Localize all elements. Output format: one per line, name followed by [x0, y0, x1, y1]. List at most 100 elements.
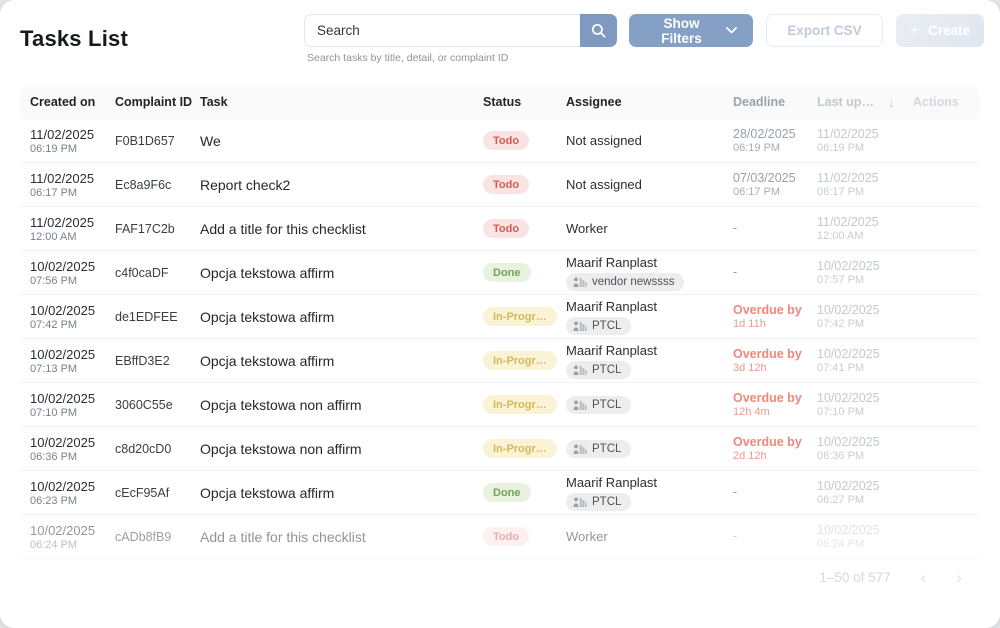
- pagination: 1–50 of 577 ‹ ›: [0, 569, 962, 586]
- table-row[interactable]: 11/02/2025 06:17 PM Ec8a9F6c Report chec…: [20, 163, 980, 207]
- deadline-cell: -: [733, 221, 738, 235]
- deadline-cell: Overdue by 3d 12h: [733, 347, 802, 374]
- table-header: Created on Complaint ID Task Status Assi…: [20, 85, 980, 119]
- assignee-name: Maarif Ranplast: [566, 254, 658, 270]
- organization-icon: [573, 276, 587, 288]
- organization-icon: [573, 443, 587, 455]
- status-cell: Done: [483, 483, 566, 502]
- created-on-cell: 10/02/2025 07:13 PM: [30, 346, 96, 375]
- assignee-cell: PTCL: [566, 395, 733, 414]
- table-body: 11/02/2025 06:19 PM F0B1D657 We Todo Not…: [20, 119, 980, 559]
- toolbar: Tasks List Search tasks by title, detail…: [0, 0, 1000, 78]
- deadline-cell: -: [733, 485, 738, 499]
- status-badge: Todo: [483, 527, 530, 546]
- last-updated-cell: 10/02/2025 06:27 PM: [817, 479, 880, 506]
- status-badge: Todo: [483, 175, 530, 194]
- col-task: Task: [200, 95, 228, 109]
- assignee-cell: Worker: [566, 221, 733, 236]
- search-button[interactable]: [580, 14, 617, 47]
- status-cell: Done: [483, 263, 566, 282]
- chevron-down-icon: [726, 27, 737, 34]
- status-cell: Todo: [483, 175, 566, 194]
- status-badge: Done: [483, 263, 531, 282]
- created-on-cell: 10/02/2025 07:10 PM: [30, 390, 96, 419]
- export-csv-button[interactable]: Export CSV: [766, 14, 883, 47]
- complaint-id-cell: c8d20cD0: [115, 441, 172, 456]
- sort-desc-icon: ↓: [887, 94, 895, 110]
- table-row[interactable]: 10/02/2025 06:23 PM cEcF95Af Opcja tekst…: [20, 471, 980, 515]
- table-row[interactable]: 10/02/2025 07:13 PM EBffD3E2 Opcja tekst…: [20, 339, 980, 383]
- chevron-left-icon[interactable]: ‹: [920, 568, 927, 587]
- assignee-org-pill: PTCL: [566, 316, 632, 335]
- assignee-cell: Maarif Ranplast PTCL: [566, 475, 733, 511]
- last-updated-cell: 11/02/2025 06:19 PM: [817, 127, 879, 154]
- assignee-org-pill: vendor newssss: [566, 272, 685, 291]
- complaint-id-cell: c4f0caDF: [115, 265, 169, 280]
- status-cell: In-Progr…: [483, 351, 566, 370]
- created-on-cell: 10/02/2025 06:36 PM: [30, 434, 96, 463]
- col-last-updated[interactable]: Last up… ↓: [817, 94, 895, 110]
- deadline-cell: -: [733, 265, 738, 279]
- assignee-tag-label: PTCL: [592, 495, 622, 508]
- assignee-name: Maarif Ranplast: [566, 298, 658, 314]
- search-input[interactable]: [304, 14, 580, 47]
- table-row[interactable]: 10/02/2025 07:42 PM de1EDFEE Opcja tekst…: [20, 295, 980, 339]
- status-badge: In-Progr…: [483, 439, 557, 458]
- assignee-tag-label: PTCL: [592, 398, 622, 411]
- table-row[interactable]: 11/02/2025 12:00 AM FAF17C2b Add a title…: [20, 207, 980, 251]
- assignee-name: Not assigned: [566, 177, 642, 192]
- created-on-cell: 10/02/2025 06:23 PM: [30, 478, 96, 507]
- assignee-name: Not assigned: [566, 133, 642, 148]
- plus-icon: +: [909, 21, 920, 39]
- search-group: Search tasks by title, detail, or compla…: [304, 14, 617, 64]
- table-row[interactable]: 10/02/2025 06:24 PM cADb8fB9 Add a title…: [20, 515, 980, 559]
- assignee-cell: PTCL: [566, 439, 733, 458]
- col-assignee: Assignee: [566, 95, 622, 109]
- complaint-id-cell: F0B1D657: [115, 133, 175, 148]
- last-updated-cell: 10/02/2025 07:42 PM: [817, 303, 880, 330]
- last-updated-cell: 10/02/2025 07:57 PM: [817, 259, 880, 286]
- status-badge: Todo: [483, 131, 530, 150]
- last-updated-cell: 11/02/2025 12:00 AM: [817, 215, 879, 242]
- complaint-id-cell: FAF17C2b: [115, 221, 175, 236]
- assignee-org-pill: PTCL: [566, 439, 632, 458]
- complaint-id-cell: EBffD3E2: [115, 353, 170, 368]
- last-updated-cell: 11/02/2025 06:17 PM: [817, 171, 879, 198]
- col-status: Status: [483, 95, 522, 109]
- show-filters-button[interactable]: Show Filters: [629, 14, 753, 47]
- task-cell: Add a title for this checklist: [200, 220, 366, 237]
- assignee-cell: Maarif Ranplast PTCL: [566, 299, 733, 335]
- table-row[interactable]: 10/02/2025 07:56 PM c4f0caDF Opcja tekst…: [20, 251, 980, 295]
- last-updated-cell: 10/02/2025 07:41 PM: [817, 347, 880, 374]
- complaint-id-cell: de1EDFEE: [115, 309, 178, 324]
- complaint-id-cell: cEcF95Af: [115, 485, 170, 500]
- assignee-name: Worker: [566, 221, 608, 236]
- task-cell: Opcja tekstowa non affirm: [200, 396, 362, 413]
- deadline-cell: Overdue by 12h 4m: [733, 391, 802, 418]
- col-created-on: Created on: [30, 95, 96, 109]
- status-badge: Done: [483, 483, 531, 502]
- task-cell: Opcja tekstowa affirm: [200, 484, 335, 501]
- status-badge: In-Progr…: [483, 307, 557, 326]
- chevron-right-icon[interactable]: ›: [956, 568, 962, 587]
- status-cell: In-Progr…: [483, 307, 566, 326]
- complaint-id-cell: Ec8a9F6c: [115, 177, 172, 192]
- deadline-cell: Overdue by 1d 11h: [733, 303, 802, 330]
- assignee-org-pill: PTCL: [566, 492, 632, 511]
- search-icon: [591, 23, 606, 38]
- complaint-id-cell: 3060C55e: [115, 397, 173, 412]
- deadline-cell: Overdue by 2d 12h: [733, 435, 802, 462]
- export-csv-label: Export CSV: [787, 23, 862, 38]
- col-complaint-id: Complaint ID: [115, 95, 193, 109]
- create-button[interactable]: + Create: [896, 14, 984, 47]
- show-filters-label: Show Filters: [661, 15, 702, 46]
- assignee-cell: Not assigned: [566, 133, 733, 148]
- status-badge: Todo: [483, 219, 530, 238]
- status-cell: Todo: [483, 527, 566, 546]
- table-row[interactable]: 10/02/2025 06:36 PM c8d20cD0 Opcja tekst…: [20, 427, 980, 471]
- create-label: Create: [928, 23, 971, 38]
- table-row[interactable]: 11/02/2025 06:19 PM F0B1D657 We Todo Not…: [20, 119, 980, 163]
- task-cell: Add a title for this checklist: [200, 528, 366, 545]
- assignee-cell: Not assigned: [566, 177, 733, 192]
- table-row[interactable]: 10/02/2025 07:10 PM 3060C55e Opcja tekst…: [20, 383, 980, 427]
